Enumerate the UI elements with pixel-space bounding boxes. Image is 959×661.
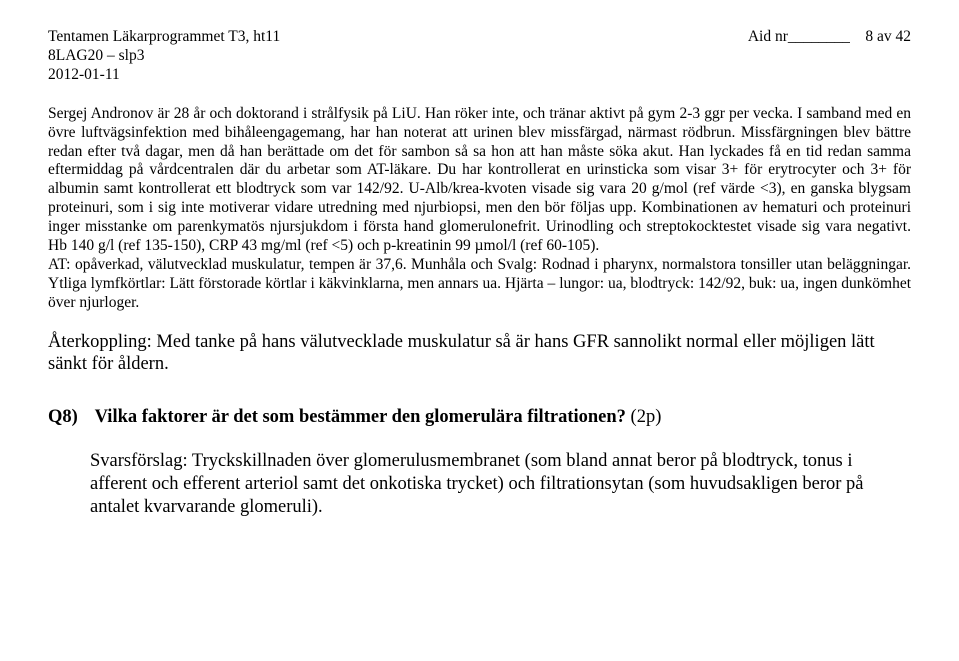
question-title: Vilka faktorer är det som bestämmer den … — [95, 407, 626, 427]
question-label: Q8) — [48, 406, 90, 429]
page-number: 8 av 42 — [865, 28, 911, 45]
header-right: Aid nr________ 8 av 42 — [748, 28, 911, 85]
question-points: (2p) — [631, 407, 662, 427]
page-header: Tentamen Läkarprogrammet T3, ht11 8LAG20… — [48, 28, 911, 85]
question-line: Q8) Vilka faktorer är det som bestämmer … — [48, 406, 911, 429]
feedback-text: Återkoppling: Med tanke på hans välutvec… — [48, 331, 911, 376]
exam-title: Tentamen Läkarprogrammet T3, ht11 — [48, 28, 280, 47]
aid-blank: ________ — [788, 28, 850, 45]
clinical-text: Sergej Andronov är 28 år och doktorand i… — [48, 105, 911, 313]
header-left: Tentamen Läkarprogrammet T3, ht11 8LAG20… — [48, 28, 280, 85]
answer-text: Svarsförslag: Tryckskillnaden över glome… — [90, 450, 911, 518]
course-code: 8LAG20 – slp3 — [48, 47, 280, 66]
aid-label: Aid nr — [748, 28, 788, 45]
exam-date: 2012-01-11 — [48, 66, 280, 85]
